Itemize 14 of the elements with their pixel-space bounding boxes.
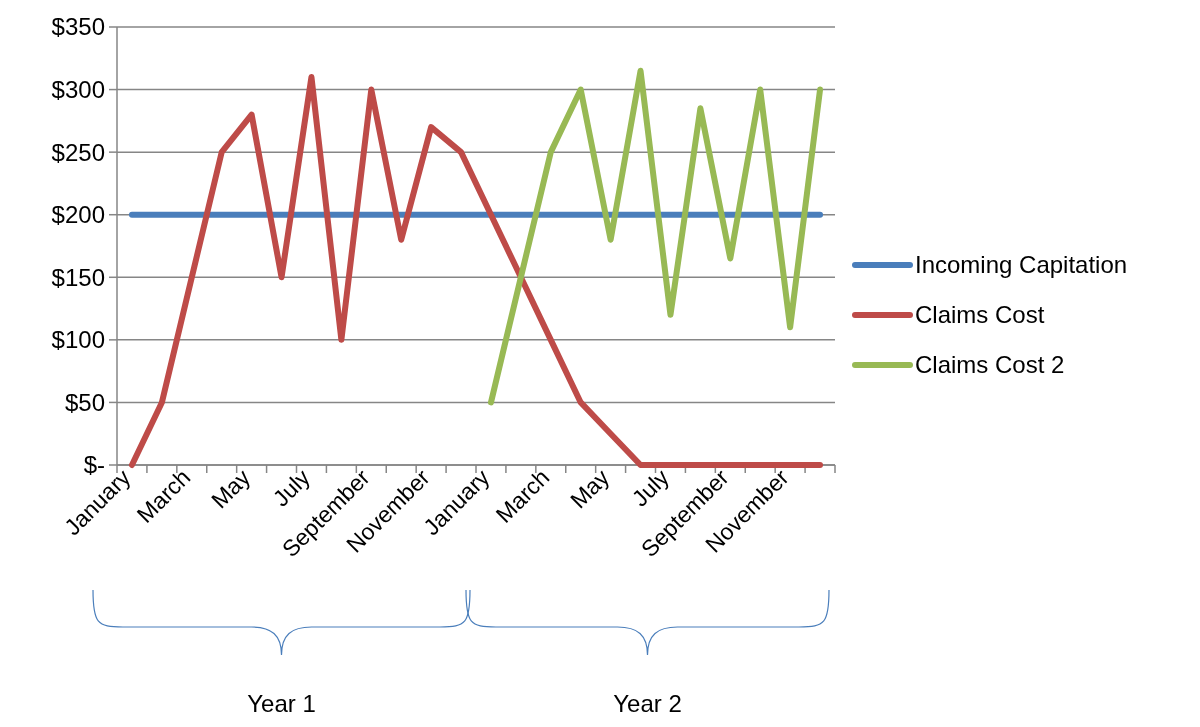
text: Year 2 — [613, 690, 682, 717]
legend-label: Claims Cost 2 — [915, 351, 1065, 379]
y-tick-label: $250 — [51, 138, 105, 166]
y-tick-label: $100 — [51, 326, 105, 354]
y-tick-label: $300 — [51, 75, 105, 103]
x-tick-label: May — [565, 463, 615, 514]
y-tick-label: $350 — [51, 13, 105, 41]
y-tick-label: $200 — [51, 201, 105, 229]
legend-label: Incoming Capitation — [915, 251, 1128, 279]
x-tick-label: May — [206, 463, 256, 514]
y-tick-label: $150 — [51, 263, 105, 291]
text: Year 1 — [247, 690, 316, 717]
legend-label: Claims Cost — [915, 301, 1045, 329]
y-tick-label: $50 — [64, 388, 105, 416]
